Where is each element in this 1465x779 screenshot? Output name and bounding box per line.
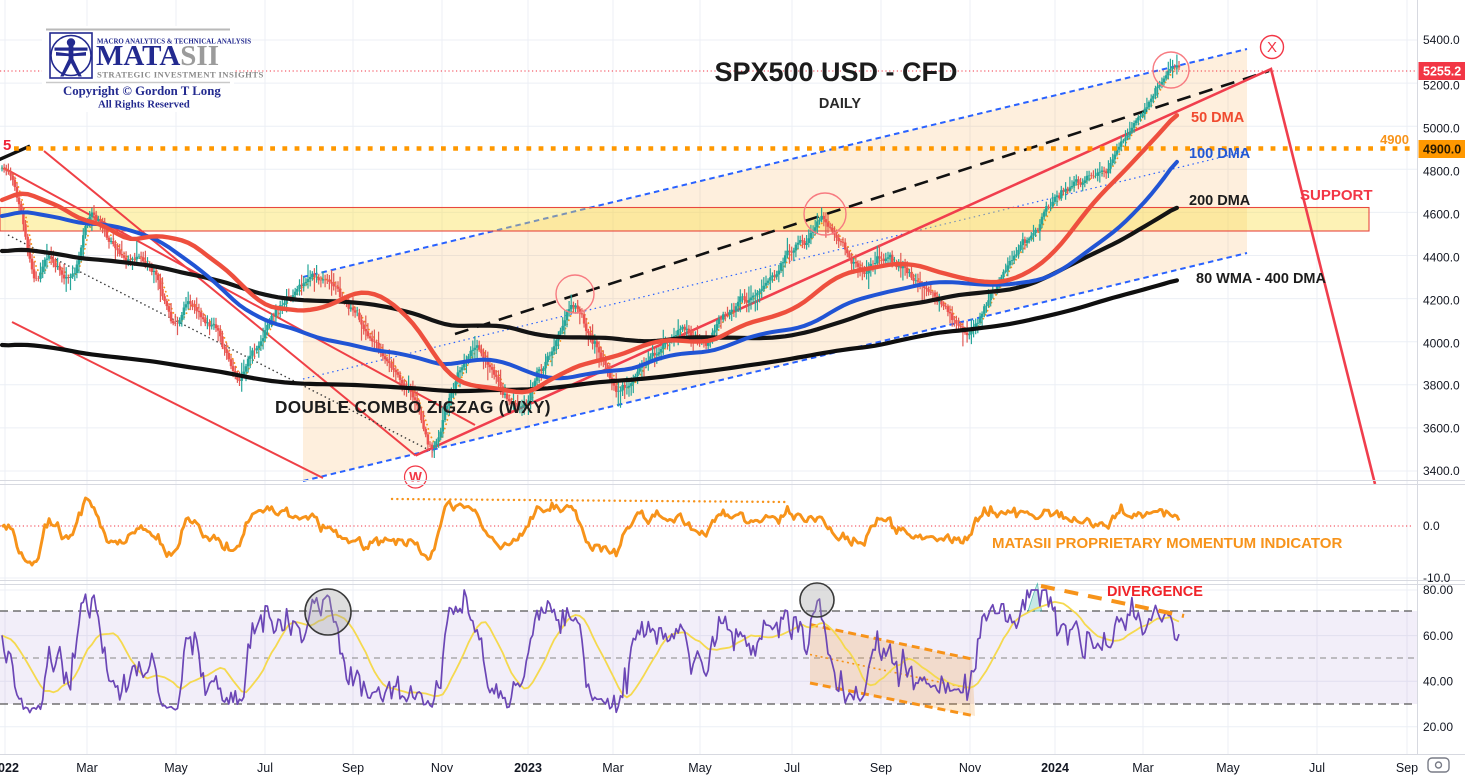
svg-text:Mar: Mar	[602, 761, 624, 775]
svg-text:Jul: Jul	[257, 761, 273, 775]
svg-text:5000.0: 5000.0	[1423, 122, 1460, 136]
svg-text:0.0: 0.0	[1423, 519, 1440, 533]
svg-text:5: 5	[3, 137, 11, 154]
svg-text:Mar: Mar	[1132, 761, 1154, 775]
svg-text:-10.0: -10.0	[1423, 571, 1451, 585]
svg-text:All Rights Reserved: All Rights Reserved	[98, 99, 190, 111]
svg-text:2023: 2023	[514, 761, 542, 775]
svg-text:20.00: 20.00	[1423, 720, 1453, 734]
svg-text:200 DMA: 200 DMA	[1189, 193, 1251, 209]
svg-text:Nov: Nov	[431, 761, 454, 775]
svg-text:4200.0: 4200.0	[1423, 294, 1460, 308]
svg-text:Jul: Jul	[1309, 761, 1325, 775]
svg-text:Sep: Sep	[1396, 761, 1418, 775]
svg-text:SPX500 USD - CFD: SPX500 USD - CFD	[714, 57, 957, 87]
svg-text:4800.0: 4800.0	[1423, 165, 1460, 179]
svg-text:DAILY: DAILY	[819, 96, 861, 112]
svg-text:STRATEGIC INVESTMENT INSIGHTS: STRATEGIC INVESTMENT INSIGHTS	[97, 70, 264, 80]
svg-text:3400.0: 3400.0	[1423, 464, 1460, 478]
svg-text:5200.0: 5200.0	[1423, 79, 1460, 93]
svg-text:4600.0: 4600.0	[1423, 208, 1460, 222]
svg-text:May: May	[688, 761, 712, 775]
svg-text:4400.0: 4400.0	[1423, 251, 1460, 265]
svg-text:DOUBLE COMBO ZIGZAG (WXY): DOUBLE COMBO ZIGZAG (WXY)	[275, 397, 551, 417]
svg-text:Copyright © Gordon T Long: Copyright © Gordon T Long	[63, 84, 221, 98]
svg-text:Nov: Nov	[959, 761, 982, 775]
svg-text:3600.0: 3600.0	[1423, 422, 1460, 436]
svg-text:3800.0: 3800.0	[1423, 379, 1460, 393]
svg-text:SUPPORT: SUPPORT	[1300, 187, 1373, 204]
svg-text:Jul: Jul	[784, 761, 800, 775]
svg-text:DIVERGENCE: DIVERGENCE	[1107, 584, 1203, 600]
svg-text:2024: 2024	[1041, 761, 1069, 775]
svg-text:May: May	[164, 761, 188, 775]
svg-text:Mar: Mar	[76, 761, 98, 775]
svg-text:May: May	[1216, 761, 1240, 775]
svg-text:MACRO ANALYTICS & TECHNICAL AN: MACRO ANALYTICS & TECHNICAL ANALYSIS	[97, 39, 251, 46]
svg-text:80 WMA - 400 DMA: 80 WMA - 400 DMA	[1196, 271, 1327, 287]
svg-text:Sep: Sep	[342, 761, 364, 775]
svg-text:Sep: Sep	[870, 761, 892, 775]
svg-text:4000.0: 4000.0	[1423, 337, 1460, 351]
svg-text:5400.0: 5400.0	[1423, 33, 1460, 47]
svg-text:MATASII PROPRIETARY MOMENTUM I: MATASII PROPRIETARY MOMENTUM INDICATOR	[992, 535, 1342, 552]
svg-text:4900: 4900	[1380, 132, 1409, 147]
svg-text:MATASII: MATASII	[96, 40, 219, 72]
svg-text:50 DMA: 50 DMA	[1191, 110, 1245, 126]
svg-text:X: X	[1267, 39, 1277, 56]
svg-text:60.00: 60.00	[1423, 629, 1453, 643]
svg-text:80.00: 80.00	[1423, 583, 1453, 597]
svg-text:4900.0: 4900.0	[1423, 143, 1461, 157]
svg-text:100 DMA: 100 DMA	[1189, 146, 1251, 162]
svg-text:2022: 2022	[0, 761, 19, 775]
svg-text:5255.2: 5255.2	[1423, 65, 1461, 79]
svg-text:W: W	[409, 470, 422, 485]
svg-text:40.00: 40.00	[1423, 674, 1453, 688]
